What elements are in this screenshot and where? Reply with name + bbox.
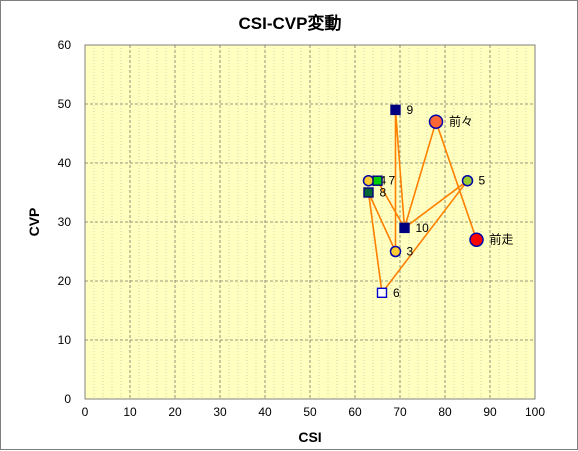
y-tick-label: 10	[58, 333, 72, 347]
y-tick-label: 20	[58, 274, 72, 288]
data-point	[390, 104, 401, 116]
data-point	[363, 187, 374, 198]
data-point	[461, 174, 474, 187]
x-tick-label: 0	[82, 405, 89, 419]
data-label: 8	[380, 186, 387, 200]
data-point	[376, 287, 388, 298]
x-tick-label: 70	[393, 405, 407, 419]
y-tick-label: 60	[58, 38, 72, 52]
x-tick-label: 90	[483, 405, 497, 419]
data-label: 6	[393, 286, 400, 300]
chart-title: CSI-CVP変動	[238, 14, 342, 33]
x-tick-label: 10	[123, 405, 137, 419]
data-point	[362, 174, 375, 187]
data-label: 3	[407, 245, 414, 259]
data-label: 4	[380, 174, 387, 188]
x-tick-label: 40	[258, 405, 272, 419]
data-points: 前走 前々 3 4 5 6 78 9 10	[362, 103, 514, 300]
data-point	[389, 245, 402, 258]
data-point	[372, 175, 383, 186]
y-axis-title: CVP	[26, 208, 42, 237]
y-tick-label: 30	[58, 215, 72, 229]
data-point	[428, 114, 444, 129]
data-label: 7	[389, 174, 396, 188]
data-label: 10	[416, 221, 430, 235]
data-label: 前々	[449, 114, 473, 129]
y-tick-label: 40	[58, 156, 72, 170]
x-tick-label: 20	[168, 405, 182, 419]
x-tick-label: 30	[213, 405, 227, 419]
x-tick-label: 50	[303, 405, 317, 419]
x-tick-label: 80	[438, 405, 452, 419]
data-label: 5	[479, 174, 486, 188]
x-tick-label: 100	[525, 405, 545, 419]
data-label: 9	[407, 103, 414, 117]
x-axis-title: CSI	[298, 429, 321, 445]
x-tick-label: 60	[348, 405, 362, 419]
tick-labels: 0 10 20 30 40 50 60 70 80 90 100 0 10 20 30 40 50 60	[58, 38, 546, 419]
y-tick-label: 50	[58, 97, 72, 111]
data-label: 前走	[490, 232, 514, 247]
y-tick-label: 0	[64, 392, 71, 406]
data-point	[399, 222, 410, 234]
data-point	[469, 232, 484, 247]
